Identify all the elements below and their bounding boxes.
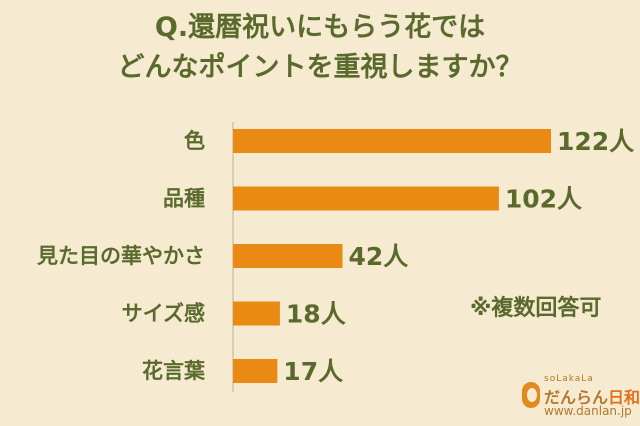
brand-mark-icon	[522, 382, 540, 408]
category-label: 品種	[163, 187, 205, 211]
chart-title-line-2: どんなポイントを重視しますか？	[117, 52, 523, 83]
bar	[233, 244, 343, 268]
bar	[233, 301, 280, 326]
brand-url: www.danlan.jp	[544, 404, 632, 418]
chart-title-line-1: Q.還暦祝いにもらう花では	[154, 12, 486, 43]
multiple-answers-note: ※複数回答可	[470, 296, 602, 321]
category-label: 花言葉	[142, 359, 206, 383]
bar	[233, 359, 278, 383]
value-label: 102人	[505, 185, 582, 214]
brand-name-part1: だんらん	[544, 388, 609, 407]
brand-logo: soLakaLa だんらん日和 www.danlan.jp	[520, 374, 640, 420]
value-label: 18人	[286, 300, 346, 329]
category-label: サイズ感	[122, 302, 205, 326]
category-label: 色	[184, 129, 205, 153]
bar	[233, 186, 499, 211]
value-label: 42人	[348, 242, 408, 271]
brand-name-part2: 日和	[608, 388, 640, 407]
brand-name: だんらん日和	[544, 384, 640, 408]
value-label: 122人	[557, 127, 634, 156]
brand-sub: soLakaLa	[544, 374, 594, 384]
bar	[233, 129, 551, 153]
category-label: 見た目の華やかさ	[37, 244, 205, 268]
chart-title: Q.還暦祝いにもらう花では どんなポイントを重視しますか？	[0, 8, 640, 88]
value-label: 17人	[283, 357, 343, 386]
